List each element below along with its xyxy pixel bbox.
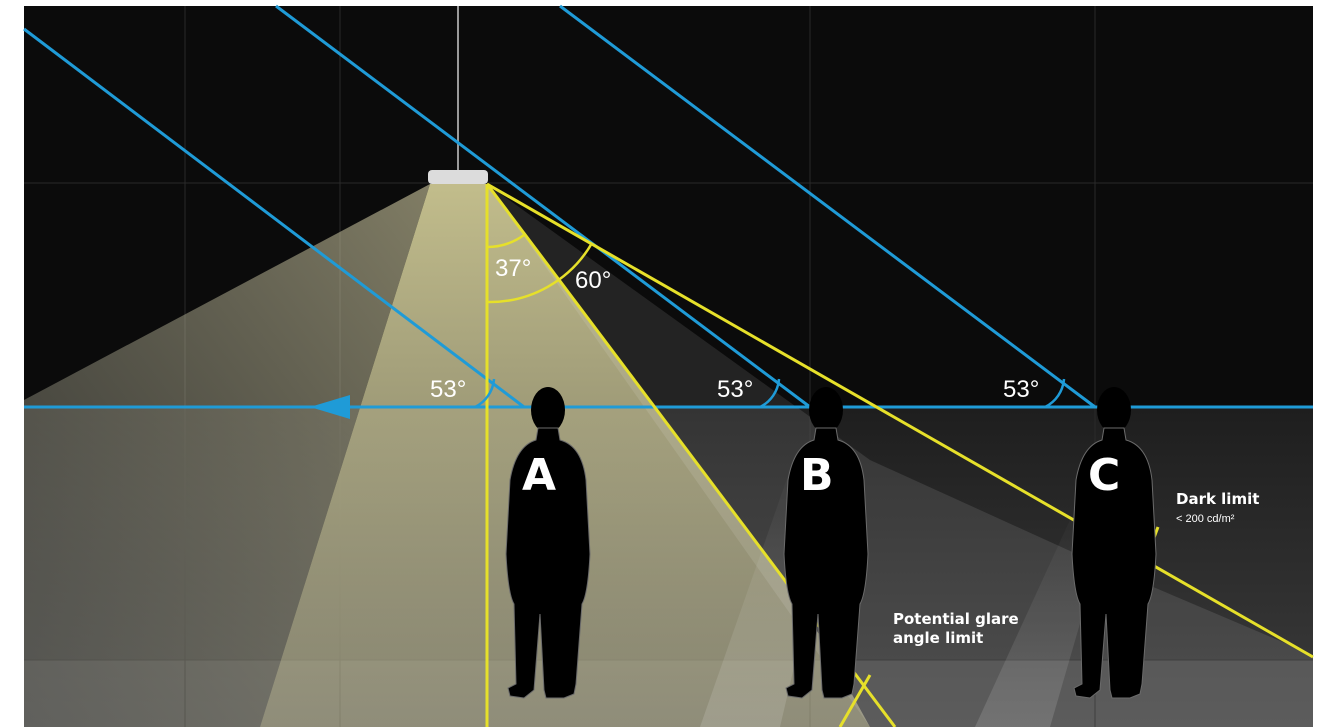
person-label-b: B — [800, 450, 834, 501]
dark-limit-value: < 200 cd/m² — [1176, 513, 1235, 525]
light-cone-left — [24, 184, 430, 727]
person-b: B — [783, 387, 869, 699]
dark-limit-title: Dark limit — [1176, 490, 1259, 508]
glare-limit-line1: Potential glare — [893, 610, 1019, 628]
angle-label-37: 37° — [495, 255, 531, 282]
angle-label-53-c: 53° — [1003, 376, 1039, 403]
direction-arrow — [310, 395, 350, 419]
angle-label-53-b: 53° — [717, 376, 753, 403]
person-c: C — [1071, 387, 1157, 699]
person-label-a: A — [522, 450, 556, 501]
angle-arcs — [474, 233, 1066, 409]
glare-limit-line2: angle limit — [893, 629, 983, 647]
angle-label-53-a: 53° — [430, 376, 466, 403]
person-label-c: C — [1088, 450, 1120, 501]
person-a: A — [505, 387, 591, 699]
luminaire — [428, 170, 488, 184]
angle-label-60: 60° — [575, 267, 611, 294]
